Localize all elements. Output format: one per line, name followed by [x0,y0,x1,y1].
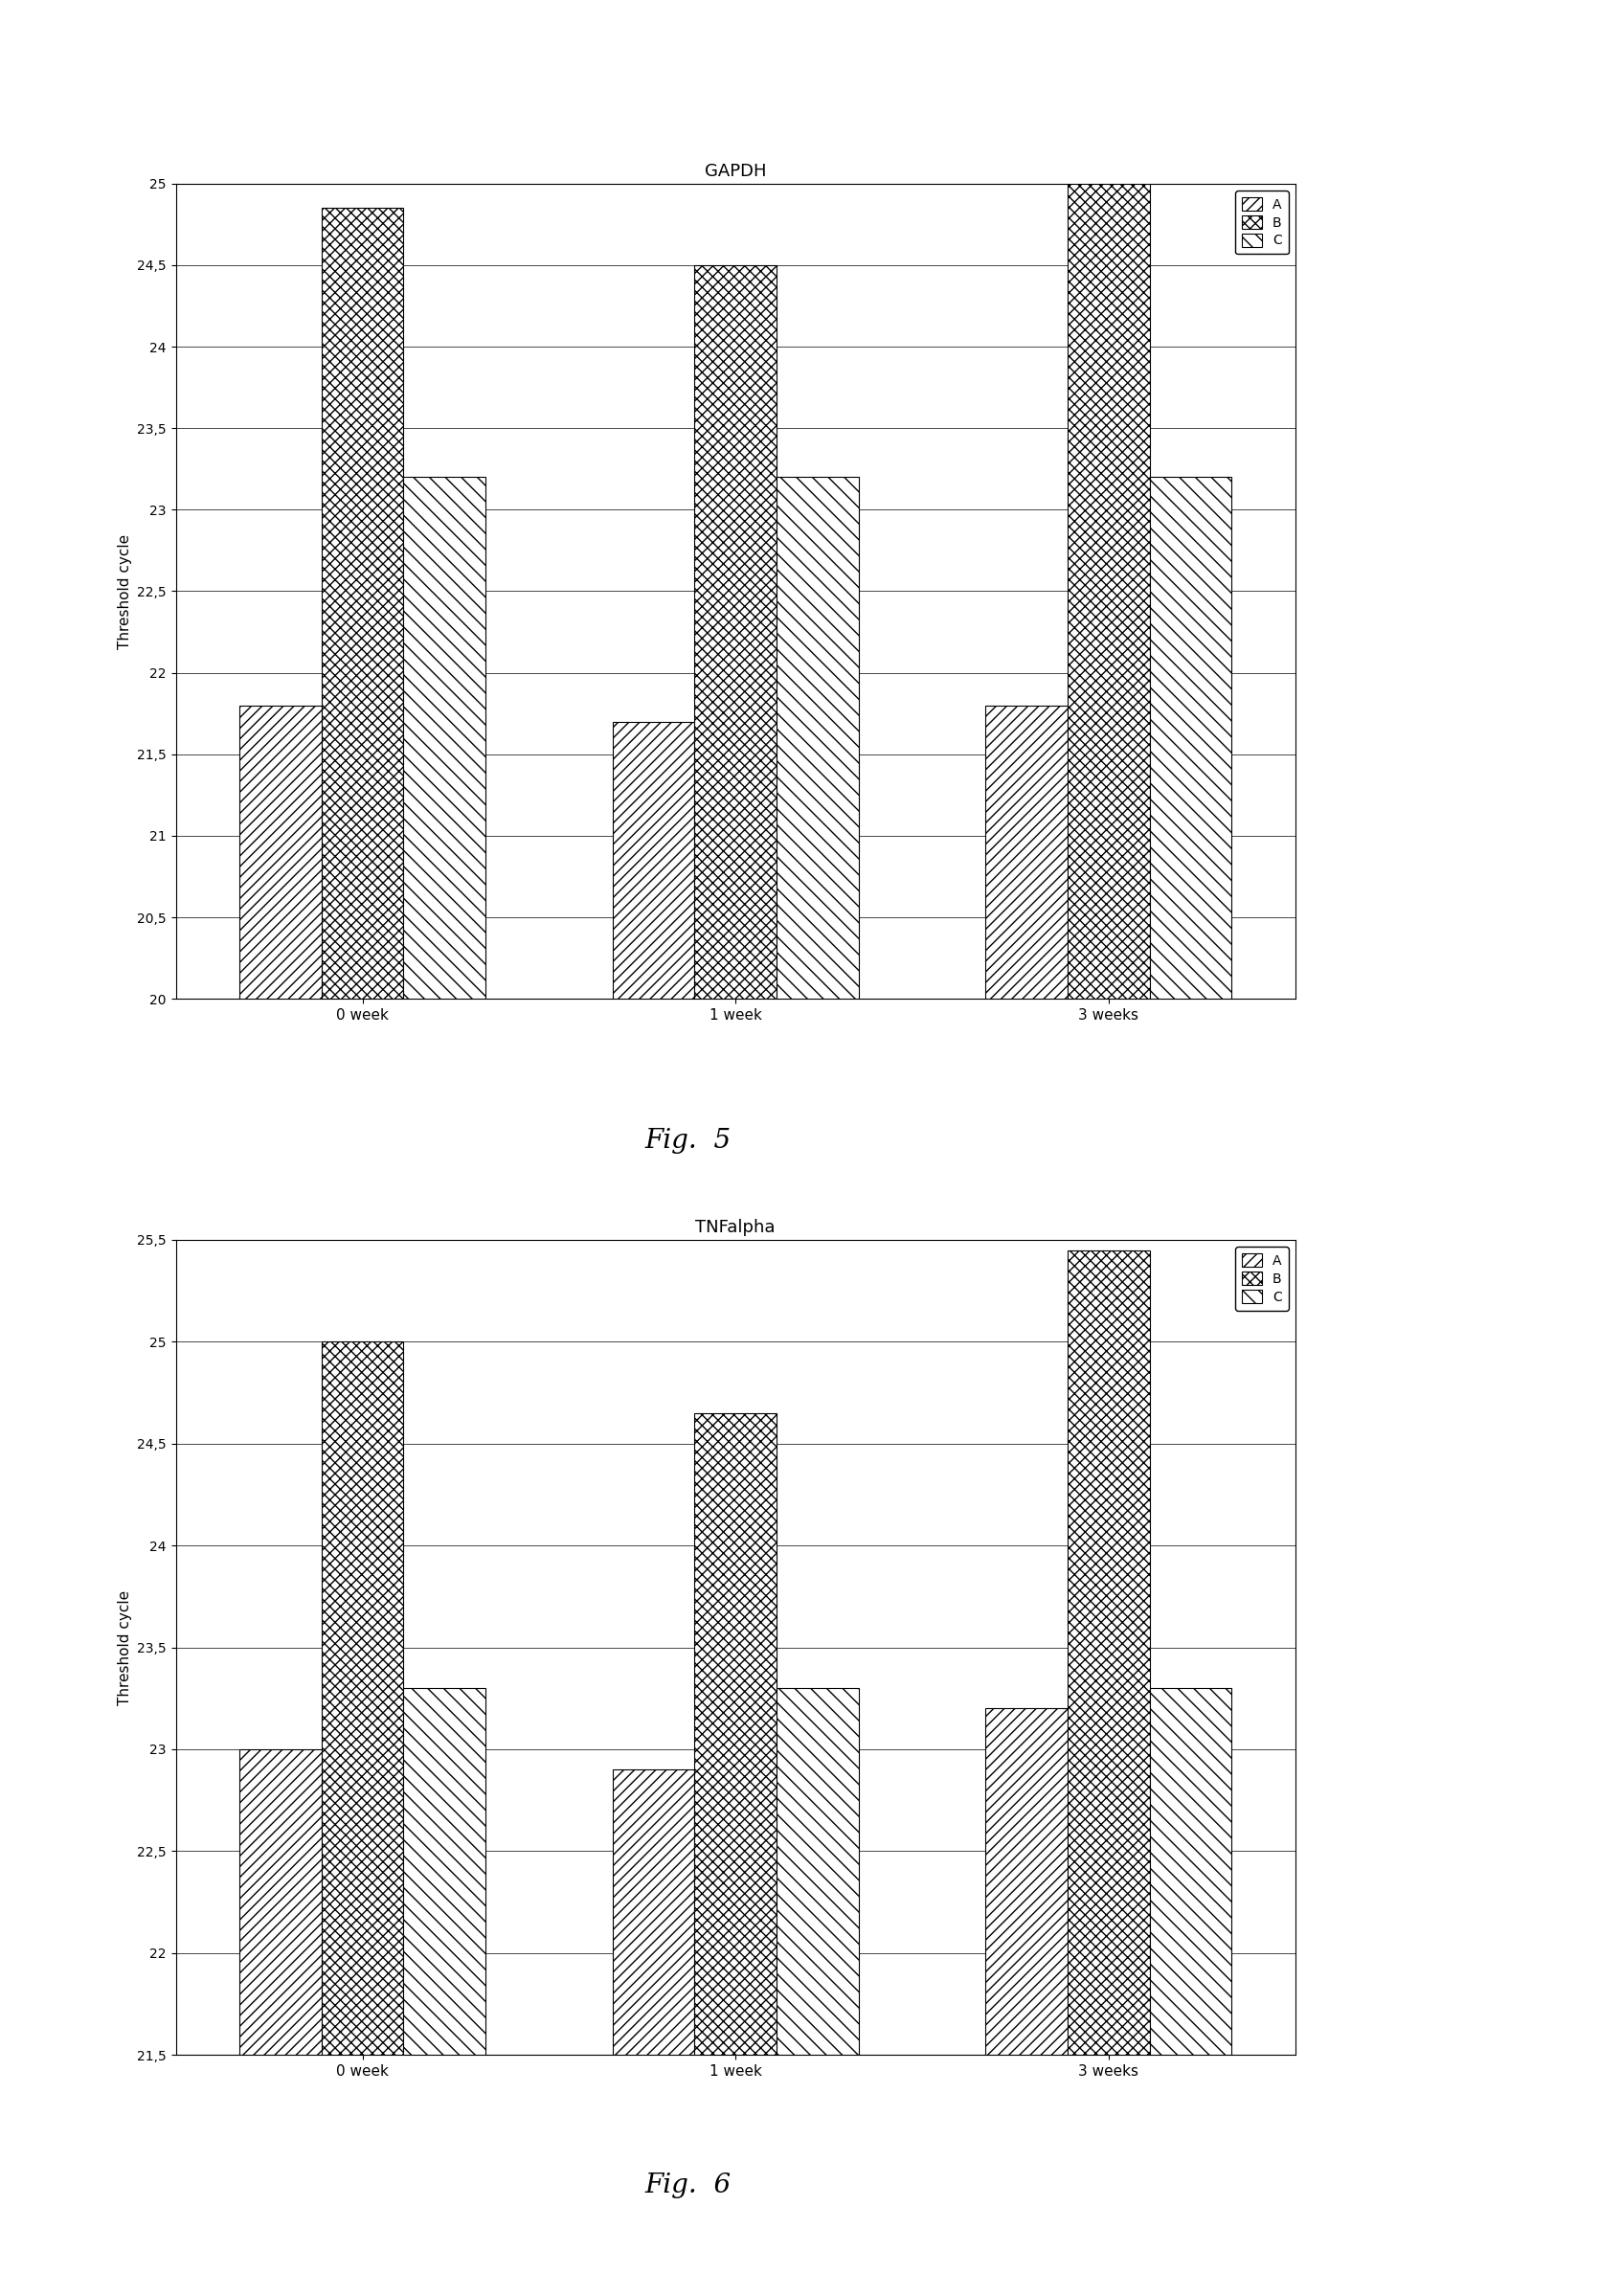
Title: GAPDH: GAPDH [705,163,766,179]
Bar [1150,478,1231,999]
Bar [612,721,694,999]
Y-axis label: Threshold cycle: Threshold cycle [117,533,131,650]
Text: Fig.  5: Fig. 5 [644,1127,731,1155]
Bar [777,1688,859,2055]
Bar [985,705,1068,999]
Bar [612,1770,694,2055]
Bar [321,209,403,999]
Y-axis label: Threshold cycle: Threshold cycle [117,1589,131,1706]
Title: TNFalpha: TNFalpha [696,1219,776,1235]
Bar [694,1412,777,2055]
Bar [240,1750,321,2055]
Bar [403,478,486,999]
Bar [1150,1688,1231,2055]
Legend: A, B, C: A, B, C [1236,191,1289,255]
Bar [777,478,859,999]
Bar [321,1341,403,2055]
Bar [985,1708,1068,2055]
Bar [1068,184,1150,999]
Legend: A, B, C: A, B, C [1236,1247,1289,1311]
Bar [1068,1249,1150,2055]
Bar [403,1688,486,2055]
Text: Fig.  6: Fig. 6 [644,2172,731,2200]
Bar [240,705,321,999]
Bar [694,264,777,999]
